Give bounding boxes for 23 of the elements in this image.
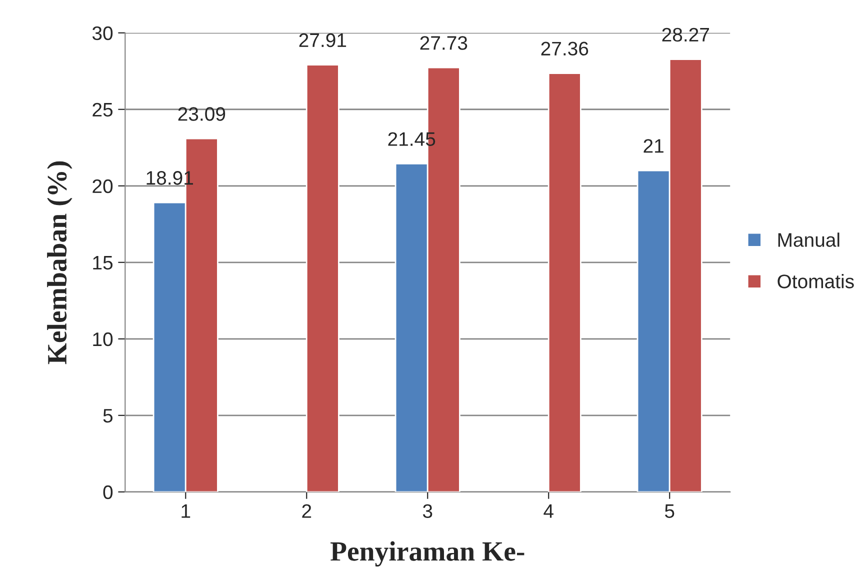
x-tick-label: 1: [182, 504, 190, 518]
y-tick-label: 30: [92, 26, 113, 40]
y-axis-title: Kelembaban (%): [47, 161, 72, 364]
x-tick-label: 2: [302, 504, 312, 518]
bar: [548, 72, 582, 492]
y-tick-label: 15: [93, 256, 113, 270]
x-tick-label: 3: [422, 504, 432, 518]
y-tick-label: 20: [92, 179, 113, 194]
data-label: 27.36: [541, 42, 588, 56]
y-tick-label: 10: [93, 332, 113, 346]
data-label: 27.73: [420, 36, 468, 50]
data-label: 27.91: [299, 33, 346, 48]
legend-label: Otomatis: [778, 274, 854, 288]
x-tick-label: 5: [664, 504, 674, 518]
y-tick-label: 25: [92, 102, 113, 117]
y-tick-label: 5: [103, 409, 113, 423]
bar: [306, 64, 340, 492]
y-tick-label: 0: [103, 485, 113, 500]
data-label: 21: [644, 139, 664, 153]
x-axis-title: Penyiraman Ke-: [330, 541, 524, 567]
x-tick-label: 4: [544, 504, 554, 518]
legend-label: Manual: [778, 232, 840, 247]
data-label: 23.09: [178, 107, 226, 121]
